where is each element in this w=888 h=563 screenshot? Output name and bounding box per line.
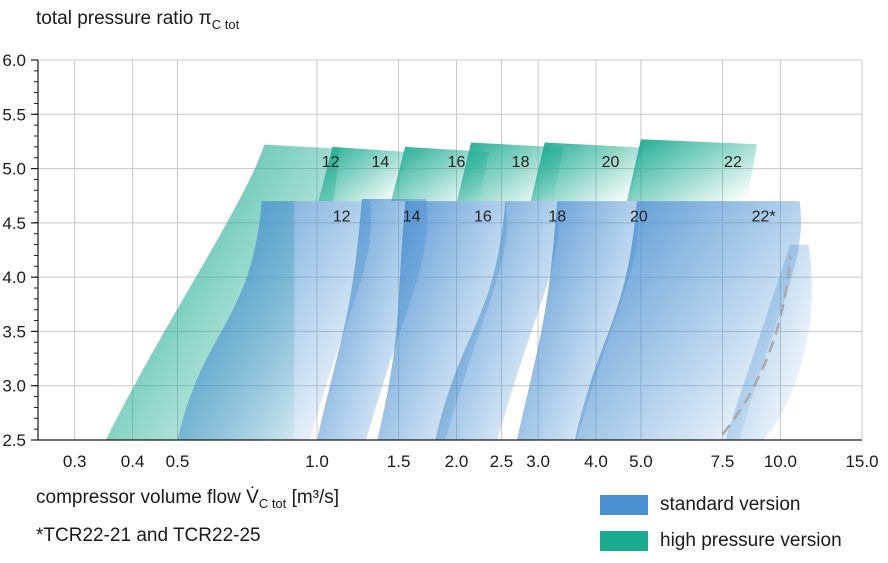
map-label-high-pressure: 12 <box>322 154 340 171</box>
legend-item-standard: standard version <box>600 487 842 523</box>
compressor-map-chart: 2.5 3.0 3.5 4.0 4.5 5.0 5.5 6.0 0.3 0.4 0.5 1.0 1.5 2… <box>2 51 878 471</box>
map-standard-18 <box>435 201 559 440</box>
x-tick-label: 4.0 <box>584 452 608 471</box>
map-standard-22* <box>574 201 801 440</box>
map-high-pressure-20 <box>530 142 641 202</box>
y-tick-label: 6.0 <box>2 51 26 70</box>
legend-label-high-pressure: high pressure version <box>660 530 842 551</box>
y-tick-label: 5.0 <box>2 160 26 179</box>
map-label-standard: 12 <box>333 208 351 225</box>
x-tick-label: 0.4 <box>121 452 145 471</box>
legend: standard version high pressure version <box>600 487 842 559</box>
y-tick-label: 5.5 <box>2 105 26 124</box>
x-tick-label: 7.5 <box>711 452 735 471</box>
x-axis-title: compressor volume flow V̇C tot [m³/s] <box>36 487 340 511</box>
map-standard-16 <box>377 201 507 440</box>
dashed-limit-line <box>721 255 792 436</box>
map-label-high-pressure: 14 <box>371 154 389 171</box>
y-tick-label: 3.5 <box>2 322 26 341</box>
x-tick-label: 3.0 <box>526 452 550 471</box>
dashed-limit-curve <box>721 255 792 436</box>
map-label-high-pressure: 20 <box>602 154 620 171</box>
footnote: *TCR22-21 and TCR22-25 <box>36 525 261 546</box>
x-tick-label: 1.5 <box>387 452 411 471</box>
map-high-pressure-14 <box>318 146 406 202</box>
map-label-high-pressure: 16 <box>448 154 466 171</box>
map-label-high-pressure: 18 <box>512 154 530 171</box>
map-label-standard: 14 <box>403 208 421 225</box>
standard-maps <box>177 198 812 440</box>
y-axis-title: total pressure ratio πC tot <box>36 8 240 32</box>
legend-swatch-high-pressure <box>600 531 648 551</box>
x-tick-label: 0.5 <box>166 452 190 471</box>
x-tick-label: 1.0 <box>305 452 329 471</box>
legend-item-high-pressure: high pressure version <box>600 523 842 559</box>
map-label-standard: 16 <box>474 208 492 225</box>
map-label-standard: 22* <box>752 208 776 225</box>
x-tick-label: 0.3 <box>63 452 87 471</box>
map-labels: 12 14 16 18 20 22 12 14 16 18 20 22* <box>322 154 776 225</box>
map-high-pressure-22 <box>626 139 757 202</box>
legend-swatch-standard <box>600 495 648 515</box>
map-standard-20 <box>516 201 639 440</box>
y-tick-label: 4.5 <box>2 214 26 233</box>
map-standard-14 <box>316 198 428 440</box>
axis-ticks: 2.5 3.0 3.5 4.0 4.5 5.0 5.5 6.0 0.3 0.4 0.5 1.0 1.5 2… <box>2 51 878 471</box>
map-label-high-pressure: 22 <box>724 154 742 171</box>
plot-frame <box>37 59 863 441</box>
x-tick-label: 15.0 <box>845 452 878 471</box>
map-label-standard: 20 <box>630 208 648 225</box>
legend-label-standard: standard version <box>660 494 801 515</box>
y-tick-label: 4.0 <box>2 268 26 287</box>
map-standard-12 <box>177 201 372 440</box>
x-tick-label: 5.0 <box>629 452 653 471</box>
map-standard-22-extension <box>725 244 812 440</box>
y-tick-label: 2.5 <box>2 431 26 450</box>
y-tick-label: 3.0 <box>2 377 26 396</box>
x-tick-label: 2.0 <box>445 452 469 471</box>
x-tick-label: 10.0 <box>764 452 797 471</box>
x-tick-label: 2.5 <box>490 452 514 471</box>
map-label-standard: 18 <box>548 208 566 225</box>
